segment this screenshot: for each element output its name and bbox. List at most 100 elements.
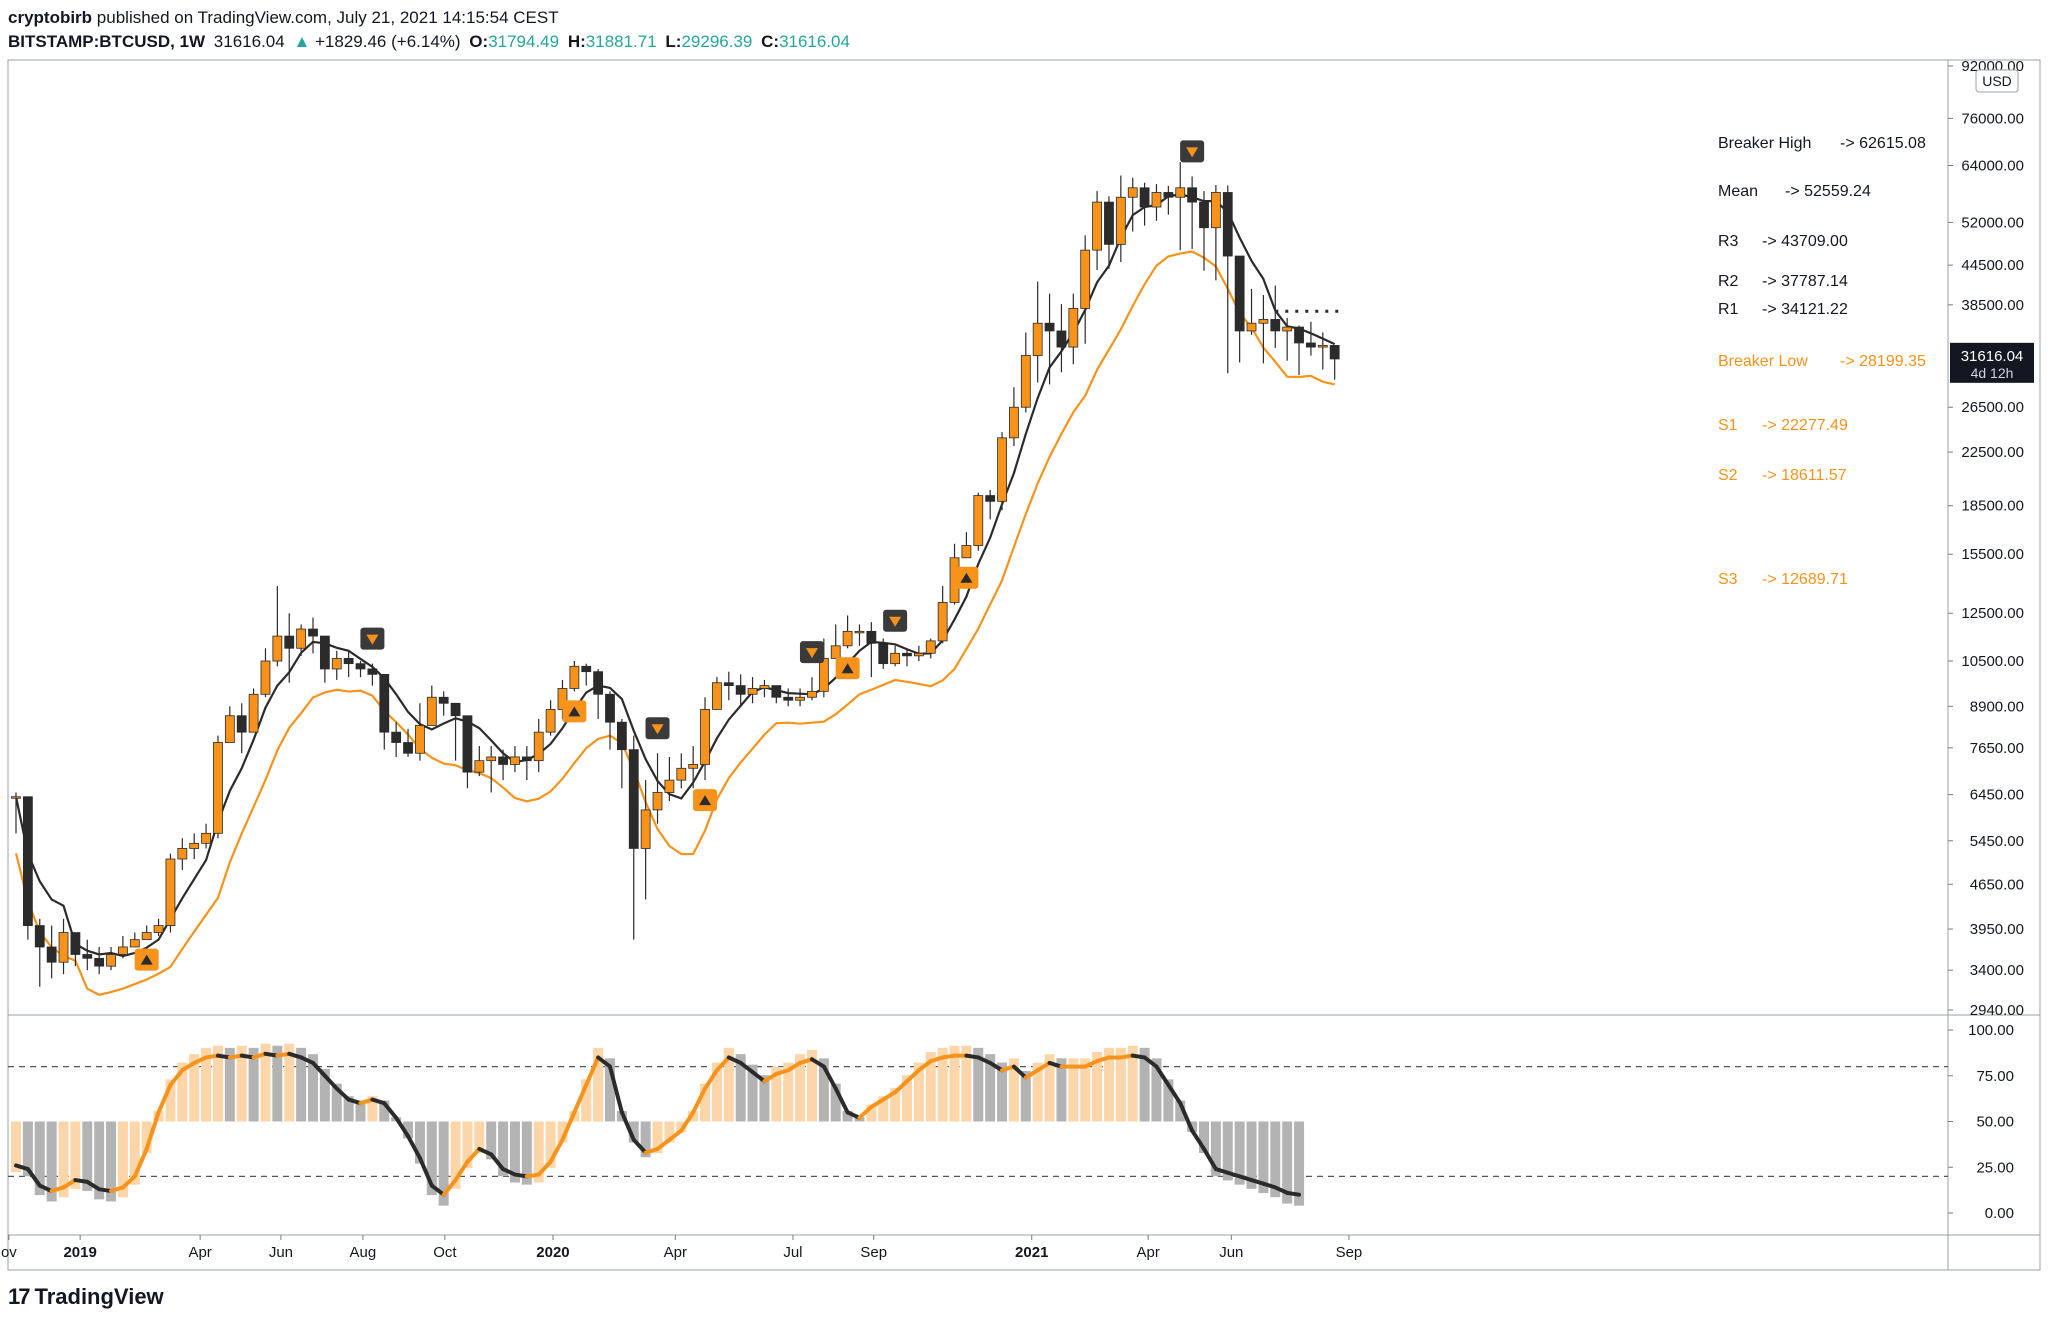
- candle-up: [1175, 187, 1186, 198]
- level-label: R1: [1718, 301, 1739, 318]
- histogram-bar: [201, 1047, 212, 1122]
- oscillator-segment: [1130, 1053, 1147, 1060]
- oscillator-segment: [109, 1185, 125, 1194]
- high-label: H:: [567, 32, 586, 51]
- histogram-bar: [700, 1083, 711, 1122]
- histogram-bar: [830, 1083, 841, 1122]
- candle-down: [391, 731, 402, 743]
- time-tick-label: 2019: [63, 1244, 96, 1261]
- candle-down: [319, 635, 330, 670]
- candle-down: [355, 663, 366, 670]
- oscillator-segment: [881, 1090, 898, 1102]
- oscillator-segment: [940, 1053, 957, 1060]
- oscillator-segment: [786, 1060, 803, 1073]
- osc-tick-label: 25.00: [1976, 1159, 2014, 1176]
- histogram-bar: [1103, 1047, 1114, 1122]
- candle-down: [735, 685, 746, 695]
- histogram-bar: [141, 1121, 152, 1154]
- time-tick-label: Apr: [1136, 1244, 1159, 1261]
- oscillator-segment: [631, 1137, 648, 1155]
- tradingview-logo[interactable]: 17 TradingView: [8, 1284, 164, 1310]
- price-tick-label: 5450.00: [1970, 833, 2024, 850]
- histogram-bar: [189, 1054, 200, 1122]
- candle-up: [937, 602, 948, 642]
- candle-up: [153, 925, 164, 933]
- histogram-bar: [284, 1043, 295, 1122]
- candle-down: [985, 495, 996, 502]
- histogram-bar: [1127, 1045, 1138, 1122]
- time-tick-label: 2020: [536, 1244, 569, 1261]
- candle-up: [569, 665, 580, 689]
- oscillator-segment: [180, 1060, 197, 1073]
- histogram-bar: [1139, 1047, 1150, 1122]
- histogram-bar: [890, 1087, 901, 1122]
- candle-up: [510, 756, 520, 765]
- histogram-bar: [34, 1121, 45, 1196]
- histogram-bar: [11, 1121, 21, 1173]
- histogram-bar: [117, 1121, 128, 1198]
- price-tick-label: 10500.00: [1961, 653, 2024, 670]
- histogram-bar: [224, 1047, 235, 1122]
- oscillator-pane[interactable]: [8, 1043, 1948, 1206]
- oscillator-segment: [619, 1110, 636, 1142]
- candle-up: [676, 767, 687, 781]
- candle-down: [284, 635, 295, 649]
- candle-up: [248, 693, 259, 733]
- level-label: R2: [1718, 273, 1739, 290]
- price-tick-label: 4650.00: [1970, 876, 2024, 893]
- histogram-bar: [1092, 1052, 1103, 1122]
- low-value: 29296.39: [681, 32, 753, 51]
- histogram-bar: [593, 1047, 604, 1122]
- oscillator-segment: [299, 1055, 315, 1065]
- time-tick-label: ov: [1, 1244, 17, 1261]
- oscillator-segment: [584, 1055, 601, 1087]
- symbol-line: BITSTAMP:BTCUSD, 1W 31616.04 ▲ +1829.46 …: [8, 30, 854, 54]
- level-value: -> 37787.14: [1762, 273, 1848, 290]
- candle-up: [1317, 345, 1328, 348]
- price-tick-label: 3950.00: [1970, 921, 2024, 938]
- level-label: Mean: [1718, 183, 1758, 200]
- oscillator-segment: [1285, 1190, 1302, 1197]
- price-pane[interactable]: [11, 140, 1343, 996]
- oscillator-segment: [144, 1110, 161, 1151]
- histogram-bar: [450, 1121, 461, 1189]
- histogram-bar: [1032, 1062, 1043, 1122]
- mean-line: [14, 193, 1336, 958]
- histogram-bar: [925, 1052, 936, 1122]
- candle-down: [616, 721, 627, 751]
- oscillator-segment: [1261, 1181, 1278, 1190]
- oscillator-segment: [322, 1073, 339, 1091]
- candle-up: [830, 645, 841, 659]
- candle-up: [486, 756, 497, 762]
- oscillator-segment: [1000, 1064, 1016, 1073]
- buy-arrow-icon: [140, 954, 153, 965]
- histogram-bar: [1210, 1121, 1221, 1177]
- buy-arrow-icon: [960, 572, 973, 583]
- oscillator-segment: [893, 1079, 909, 1095]
- oscillator-segment: [168, 1068, 185, 1087]
- candle-up: [58, 932, 69, 963]
- candle-up: [890, 652, 901, 665]
- histogram-bar: [1008, 1058, 1019, 1122]
- histogram-bar: [1175, 1100, 1186, 1122]
- time-tick-label: Aug: [350, 1244, 377, 1261]
- candle-up: [818, 658, 829, 692]
- sell-arrow-icon: [889, 616, 902, 627]
- price-tick-label: 64000.00: [1961, 157, 2024, 174]
- oscillator-segment: [762, 1071, 779, 1084]
- oscillator-segment: [726, 1055, 743, 1065]
- candle-up: [1258, 319, 1269, 324]
- osc-tick-label: 50.00: [1976, 1114, 2014, 1131]
- symbol[interactable]: BITSTAMP:BTCUSD, 1W: [8, 32, 206, 51]
- author[interactable]: cryptobirb: [8, 8, 93, 27]
- oscillator-segment: [679, 1110, 696, 1133]
- oscillator-segment: [869, 1097, 886, 1109]
- histogram-bar: [783, 1062, 794, 1122]
- candle-down: [1163, 192, 1174, 198]
- histogram-bar: [640, 1121, 651, 1158]
- histogram-bar: [723, 1047, 734, 1122]
- histogram-bar: [973, 1047, 984, 1122]
- oscillator-segment: [572, 1082, 589, 1115]
- publish-line: cryptobirb published on TradingView.com,…: [8, 6, 854, 30]
